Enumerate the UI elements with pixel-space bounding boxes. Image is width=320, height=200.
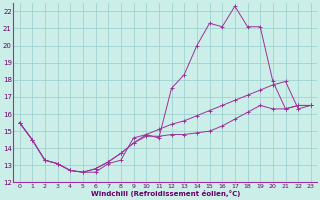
X-axis label: Windchill (Refroidissement éolien,°C): Windchill (Refroidissement éolien,°C) bbox=[91, 190, 240, 197]
